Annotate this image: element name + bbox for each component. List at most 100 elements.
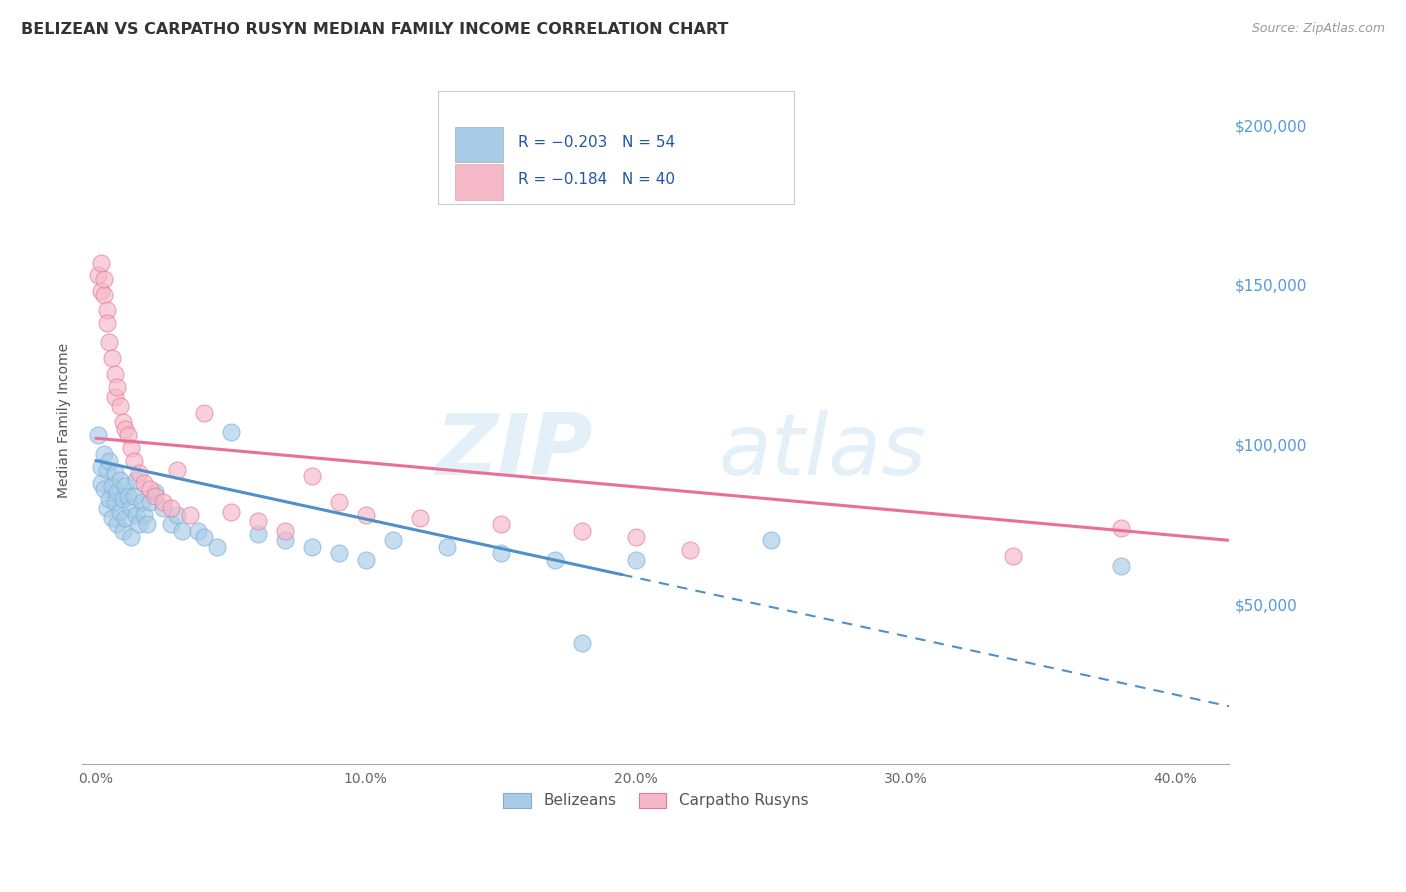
Point [143, 485, 166, 500]
Point [87, 268, 110, 283]
Point [111, 524, 134, 538]
Point [98, 491, 121, 506]
Point [571, 635, 593, 649]
Point [108, 505, 131, 519]
Point [108, 473, 131, 487]
Point [207, 540, 229, 554]
Point [354, 552, 377, 566]
Y-axis label: Median Family Income: Median Family Income [58, 343, 72, 499]
Point [128, 467, 150, 481]
Point [90, 285, 112, 299]
FancyBboxPatch shape [456, 164, 503, 200]
Point [193, 530, 215, 544]
Point [96, 303, 118, 318]
Point [111, 491, 134, 506]
Point [134, 508, 156, 522]
Point [93, 447, 115, 461]
Point [117, 428, 139, 442]
Point [136, 517, 159, 532]
Text: R = −0.203   N = 54: R = −0.203 N = 54 [519, 135, 675, 150]
Point [1111, 558, 1133, 573]
Point [96, 463, 118, 477]
Point [104, 495, 127, 509]
Text: atlas: atlas [718, 410, 927, 493]
Point [1002, 549, 1025, 564]
Point [114, 511, 136, 525]
Point [301, 540, 323, 554]
Point [624, 530, 647, 544]
FancyBboxPatch shape [456, 127, 503, 162]
Point [128, 517, 150, 532]
Point [152, 495, 174, 509]
Point [105, 517, 128, 532]
Point [122, 453, 145, 467]
Point [101, 479, 124, 493]
Point [105, 485, 128, 500]
Point [93, 287, 115, 301]
Point [125, 473, 148, 487]
Point [111, 415, 134, 429]
Point [90, 459, 112, 474]
Point [139, 495, 162, 509]
Point [301, 469, 323, 483]
Point [108, 399, 131, 413]
Point [90, 475, 112, 490]
Point [543, 552, 565, 566]
Point [139, 483, 162, 497]
Point [571, 524, 593, 538]
Point [678, 543, 700, 558]
Legend: Belizeans, Carpatho Rusyns: Belizeans, Carpatho Rusyns [498, 787, 814, 814]
Point [246, 527, 269, 541]
Point [101, 351, 124, 366]
Point [246, 514, 269, 528]
Point [219, 505, 242, 519]
Point [96, 316, 118, 330]
Point [759, 533, 782, 548]
Point [193, 406, 215, 420]
Point [179, 508, 201, 522]
Point [93, 271, 115, 285]
Point [274, 524, 297, 538]
Point [104, 368, 127, 382]
Point [489, 517, 512, 532]
Point [101, 511, 124, 525]
Text: BELIZEAN VS CARPATHO RUSYN MEDIAN FAMILY INCOME CORRELATION CHART: BELIZEAN VS CARPATHO RUSYN MEDIAN FAMILY… [21, 22, 728, 37]
Point [122, 489, 145, 503]
Point [87, 428, 110, 442]
Point [114, 422, 136, 436]
Point [219, 425, 242, 439]
Point [120, 530, 142, 544]
Point [98, 335, 121, 350]
Point [381, 533, 404, 548]
Point [160, 517, 183, 532]
Point [166, 508, 188, 522]
Point [114, 479, 136, 493]
Point [172, 524, 194, 538]
Point [134, 475, 156, 490]
Point [489, 546, 512, 560]
Point [125, 508, 148, 522]
Point [90, 255, 112, 269]
Point [624, 552, 647, 566]
Point [120, 441, 142, 455]
Text: ZIP: ZIP [434, 410, 593, 493]
Point [328, 495, 350, 509]
Point [98, 453, 121, 467]
Point [354, 508, 377, 522]
Point [104, 390, 127, 404]
Point [408, 511, 430, 525]
Point [131, 495, 153, 509]
Point [328, 546, 350, 560]
Point [96, 501, 118, 516]
Point [93, 483, 115, 497]
Point [1111, 520, 1133, 534]
Point [117, 489, 139, 503]
FancyBboxPatch shape [437, 91, 793, 204]
Point [152, 501, 174, 516]
Text: R = −0.184   N = 40: R = −0.184 N = 40 [519, 172, 675, 187]
Text: Source: ZipAtlas.com: Source: ZipAtlas.com [1251, 22, 1385, 36]
Point [120, 501, 142, 516]
Point [105, 380, 128, 394]
Point [143, 489, 166, 503]
Point [187, 524, 209, 538]
